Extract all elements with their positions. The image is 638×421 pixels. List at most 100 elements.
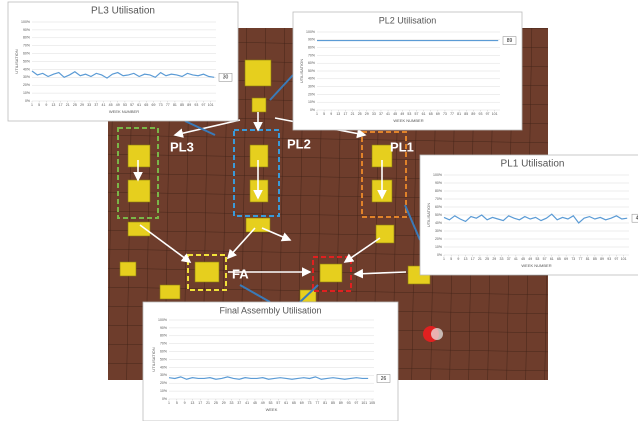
y-tick-label: 70%	[23, 44, 30, 48]
x-axis-label: WEEK NUMBER	[521, 263, 551, 268]
x-tick-label: 13	[190, 401, 194, 405]
chart-panel: PL3 Utilisation0%10%20%30%40%50%60%70%80…	[8, 2, 238, 121]
x-tick-label: 17	[198, 401, 202, 405]
x-tick-label: 21	[351, 112, 355, 116]
x-tick-label: 65	[429, 112, 433, 116]
x-tick-label: 77	[450, 112, 454, 116]
y-tick-label: 10%	[435, 245, 442, 249]
x-tick-label: 41	[386, 112, 390, 116]
x-tick-label: 57	[543, 257, 547, 261]
x-tick-label: 49	[261, 401, 265, 405]
y-axis-label: UTILISATION	[426, 203, 431, 227]
x-tick-label: 21	[66, 103, 70, 107]
chart-title: PL1 Utilisation	[501, 159, 565, 170]
x-tick-label: 45	[109, 103, 113, 107]
x-tick-label: 45	[521, 257, 525, 261]
y-tick-label: 90%	[160, 326, 167, 330]
x-tick-label: 81	[173, 103, 177, 107]
y-tick-label: 90%	[435, 181, 442, 185]
x-tick-label: 9	[184, 401, 186, 405]
y-axis-label: UTILISATION	[299, 59, 304, 83]
x-tick-label: 77	[166, 103, 170, 107]
x-tick-label: 97	[486, 112, 490, 116]
x-tick-label: 57	[415, 112, 419, 116]
x-tick-label: 81	[323, 401, 327, 405]
x-tick-label: 5	[323, 112, 325, 116]
y-tick-label: 60%	[23, 52, 30, 56]
x-tick-label: 69	[564, 257, 568, 261]
x-tick-label: 45	[253, 401, 257, 405]
y-tick-label: 20%	[23, 83, 30, 87]
x-tick-label: 17	[59, 103, 63, 107]
x-tick-label: 1	[316, 112, 318, 116]
chart-title: Final Assembly Utilisation	[219, 305, 321, 315]
chart-title: PL2 Utilisation	[379, 15, 437, 25]
x-tick-label: 93	[607, 257, 611, 261]
x-tick-label: 5	[38, 103, 40, 107]
x-tick-label: 57	[130, 103, 134, 107]
y-tick-label: 50%	[23, 59, 30, 63]
screen: PL3 PL2 PL1 FA PL3 Utilisation0%10%20%30…	[0, 0, 638, 421]
x-tick-label: 69	[436, 112, 440, 116]
y-tick-label: 0%	[437, 253, 442, 257]
x-tick-label: 81	[586, 257, 590, 261]
x-tick-label: 17	[343, 112, 347, 116]
x-tick-label: 101	[208, 103, 214, 107]
x-tick-label: 9	[330, 112, 332, 116]
x-tick-label: 49	[116, 103, 120, 107]
x-tick-label: 53	[407, 112, 411, 116]
x-tick-label: 41	[514, 257, 518, 261]
x-tick-label: 9	[45, 103, 47, 107]
x-tick-label: 1	[443, 257, 445, 261]
y-tick-label: 30%	[23, 75, 30, 79]
x-tick-label: 37	[94, 103, 98, 107]
y-tick-label: 80%	[23, 36, 30, 40]
x-tick-label: 21	[206, 401, 210, 405]
chart-title: PL3 Utilisation	[91, 6, 155, 17]
x-tick-label: 77	[579, 257, 583, 261]
x-tick-label: 37	[237, 401, 241, 405]
y-tick-label: 0%	[310, 108, 315, 112]
x-tick-label: 101	[621, 257, 627, 261]
station-label: FA	[232, 266, 249, 281]
x-tick-label: 37	[379, 112, 383, 116]
x-tick-label: 33	[500, 257, 504, 261]
x-tick-label: 49	[400, 112, 404, 116]
y-tick-label: 70%	[308, 53, 315, 57]
y-tick-label: 100%	[306, 30, 315, 34]
station-label: PL2	[287, 136, 311, 151]
y-tick-label: 50%	[435, 213, 442, 217]
y-tick-label: 30%	[435, 229, 442, 233]
chart-panel: PL1 Utilisation0%10%20%30%40%50%60%70%80…	[420, 155, 638, 275]
x-tick-label: 65	[144, 103, 148, 107]
x-tick-label: 73	[159, 103, 163, 107]
y-tick-label: 70%	[160, 342, 167, 346]
y-tick-label: 40%	[160, 365, 167, 369]
y-tick-label: 20%	[435, 237, 442, 241]
x-tick-label: 61	[137, 103, 141, 107]
y-tick-label: 70%	[435, 197, 442, 201]
x-tick-label: 89	[600, 257, 604, 261]
station-label: PL1	[390, 139, 414, 154]
value-label: 89	[507, 38, 513, 44]
y-axis-label: UTILISATION	[14, 49, 19, 73]
x-tick-label: 21	[478, 257, 482, 261]
y-tick-label: 10%	[308, 100, 315, 104]
x-tick-label: 93	[194, 103, 198, 107]
x-tick-label: 65	[557, 257, 561, 261]
y-tick-label: 80%	[435, 189, 442, 193]
station-label: PL3	[170, 139, 194, 154]
x-tick-label: 33	[372, 112, 376, 116]
x-tick-label: 101	[492, 112, 498, 116]
x-axis-label: WEEK NUMBER	[393, 118, 423, 123]
x-tick-label: 33	[230, 401, 234, 405]
x-tick-label: 17	[471, 257, 475, 261]
x-tick-label: 81	[457, 112, 461, 116]
x-tick-label: 73	[308, 401, 312, 405]
value-label: 30	[223, 75, 229, 81]
y-tick-label: 40%	[435, 221, 442, 225]
x-tick-label: 53	[269, 401, 273, 405]
y-tick-label: 90%	[23, 28, 30, 32]
x-tick-label: 93	[347, 401, 351, 405]
x-tick-label: 65	[292, 401, 296, 405]
